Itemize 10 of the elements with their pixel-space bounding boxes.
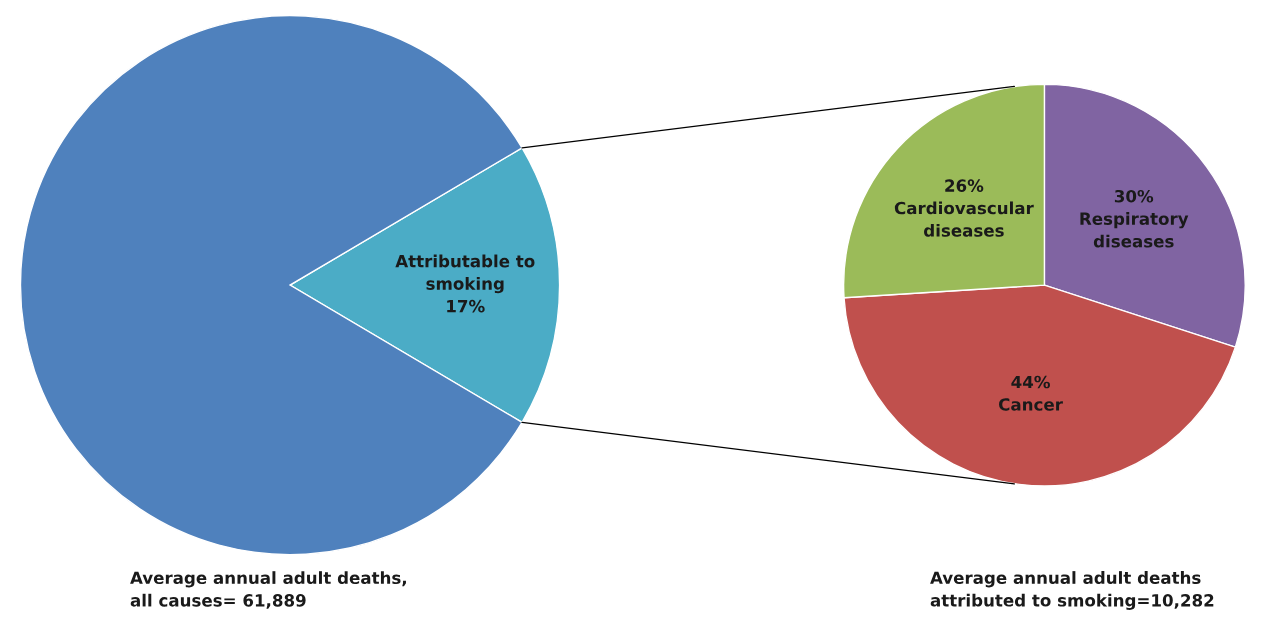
text: Average annual adult deaths, all causes= 61,889 [130, 571, 406, 609]
data-label: 17% [447, 299, 485, 313]
data-label: 30% [1114, 189, 1154, 203]
text: Average annual adult deaths attributed to smoking=10,282 [930, 571, 1214, 610]
data-label: 26% [945, 179, 984, 192]
slice-label: Cardiovascular diseases [894, 201, 1034, 237]
slice-label: Attributable to smoking [395, 254, 535, 294]
slice-label: Respiratory diseases [1080, 212, 1189, 248]
data-label: 44% [1011, 375, 1050, 389]
slice-label: Cancer [999, 398, 1063, 411]
